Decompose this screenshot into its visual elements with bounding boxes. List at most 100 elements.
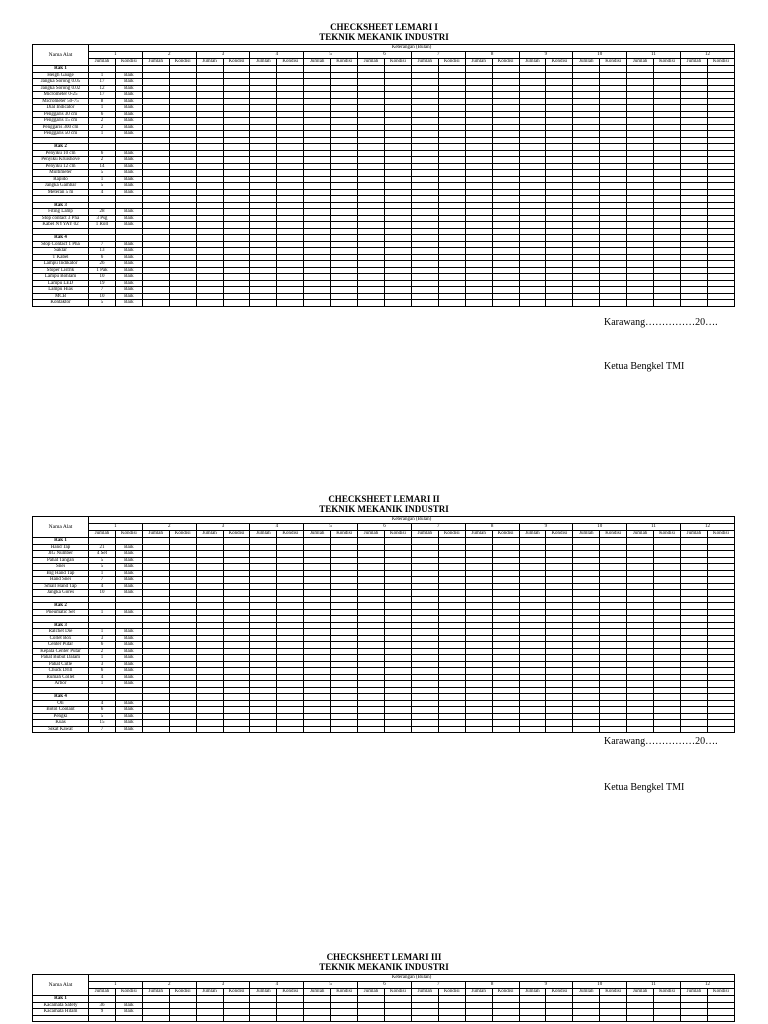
month-header: 10: [572, 51, 628, 59]
kondisi-header: Kondisi: [114, 530, 143, 538]
empty-cell: [706, 117, 736, 125]
item-row: JIG Number 4 Set Baik: [32, 550, 736, 558]
empty-cell: [706, 719, 736, 727]
rak-label-cell: Rak 4: [32, 693, 89, 701]
item-row: Jangka Sorong 0.02 12 Baik: [32, 84, 736, 92]
empty-cell: [706, 654, 736, 662]
item-name-cell: Jangka Sorong 0.02: [32, 84, 89, 92]
item-row: Meteran 5 m 4 Baik: [32, 188, 736, 196]
empty-cell: [706, 71, 736, 79]
keterangan-bulan-header: Keterangan (Bulan): [88, 44, 735, 52]
kondisi-header: Kondisi: [706, 988, 736, 996]
rak-header-row: Rak 3: [32, 621, 736, 629]
item-name-cell: Pengki: [32, 712, 89, 720]
kondisi-header: Kondisi: [383, 988, 412, 996]
kondisi-header: Kondisi: [114, 58, 143, 66]
item-row: Arbor 1 Baik: [32, 680, 736, 688]
jumlah-header: Jumlah: [303, 988, 332, 996]
empty-cell: [195, 299, 224, 307]
jumlah-header: Jumlah: [249, 988, 278, 996]
kondisi-header: Kondisi: [383, 58, 412, 66]
empty-cell: [706, 995, 736, 1003]
item-row: Pahat Bubut Dalam 1 Baik: [32, 654, 736, 662]
empty-cell: [141, 1014, 170, 1022]
item-name-cell: Chuck Drill: [32, 667, 89, 675]
empty-cell: [545, 725, 574, 733]
kondisi-header: Kondisi: [276, 58, 305, 66]
month-header: 3: [195, 523, 251, 531]
month-header: 4: [249, 523, 305, 531]
kondisi-value-cell: [114, 1014, 143, 1022]
item-row: Pneumatic Set 1 Baik: [32, 608, 736, 616]
item-name-cell: Penggaris 15 cm: [32, 117, 89, 125]
item-row: Stop Contact 1 Pha 7 Baik: [32, 240, 736, 248]
empty-cell: [706, 84, 736, 92]
month-header: 12: [679, 51, 736, 59]
month-header: 3: [195, 51, 251, 59]
jumlah-header: Jumlah: [88, 58, 116, 66]
item-row: Dial Indicator 1 Baik: [32, 104, 736, 112]
kondisi-header: Kondisi: [545, 58, 574, 66]
item-name-cell: Sikat Kawat: [32, 725, 89, 733]
month-header: 7: [410, 981, 466, 989]
item-name-cell: Pahat Tangan: [32, 556, 89, 564]
item-name-cell: Dial Indicator: [32, 104, 89, 112]
month-header: 11: [626, 523, 681, 531]
empty-cell: [626, 725, 655, 733]
empty-cell: [518, 1014, 547, 1022]
sheet3-title-line1: CHECKSHEET LEMARI III: [326, 952, 442, 962]
signature2-place: Karawang……………20….: [604, 736, 718, 747]
empty-cell: [626, 299, 655, 307]
empty-cell: [249, 299, 278, 307]
month-header: 4: [249, 51, 305, 59]
item-row: Chuck Drill 6 Baik: [32, 667, 736, 675]
jumlah-header: Jumlah: [195, 530, 224, 538]
item-row: Jangka Sorong 0.05 17 Baik: [32, 78, 736, 86]
item-row: Penggaris 30 cm 6 Baik: [32, 110, 736, 118]
item-row: Big Hand Tap 1 Baik: [32, 569, 736, 577]
jumlah-header: Jumlah: [303, 58, 332, 66]
kondisi-value-cell: Baik: [114, 299, 143, 307]
rak-label-cell: Rak 1: [32, 537, 89, 545]
jumlah-value-cell: 5: [88, 299, 116, 307]
jumlah-header: Jumlah: [464, 530, 493, 538]
jumlah-header: Jumlah: [679, 988, 708, 996]
kondisi-header: Kondisi: [653, 58, 681, 66]
item-row: Lampu Indikator 26 Baik: [32, 260, 736, 268]
empty-cell: [706, 104, 736, 112]
jumlah-header: Jumlah: [195, 58, 224, 66]
empty-cell: [706, 641, 736, 649]
jumlah-header: Jumlah: [249, 58, 278, 66]
jumlah-header: Jumlah: [464, 58, 493, 66]
item-row: Penggaris 15 cm 2 Baik: [32, 117, 736, 125]
empty-cell: [626, 1014, 655, 1022]
sheet3-table-wrap: Nama Alat Keterangan (Bulan) 1 2 3 4 5 6 7 8 9 10 11…: [32, 974, 768, 1022]
empty-cell: [572, 1014, 601, 1022]
empty-name-cell: [32, 595, 89, 603]
empty-cell: [706, 602, 736, 610]
jumlah-header: Jumlah: [141, 530, 170, 538]
item-name-cell: Hand Snei: [32, 576, 89, 584]
item-row: Pahat Tangan 5 Baik: [32, 556, 736, 564]
nama-alat-header: Nama Alat: [32, 974, 89, 996]
empty-cell: [706, 673, 736, 681]
empty-cell: [706, 1014, 736, 1022]
month-header: 9: [518, 51, 574, 59]
empty-cell: [437, 1014, 466, 1022]
empty-cell: [545, 299, 574, 307]
empty-cell: [383, 299, 412, 307]
jumlah-header: Jumlah: [410, 58, 439, 66]
item-name-cell: Kacamata Hitam: [32, 1008, 89, 1016]
empty-cell: [195, 1014, 224, 1022]
empty-cell: [653, 725, 681, 733]
item-row: Kabel NYYAY 02 1 Roll Baik: [32, 221, 736, 229]
empty-cell: [706, 97, 736, 105]
keterangan-bulan-header: Keterangan (Bulan): [88, 974, 735, 982]
month-header: 11: [626, 51, 681, 59]
jumlah-header: Jumlah: [249, 530, 278, 538]
empty-cell: [168, 725, 197, 733]
item-name-cell: Center Putar: [32, 641, 89, 649]
rak-label-cell: Rak 1: [32, 65, 89, 73]
item-row: Ratchet Die 1 Baik: [32, 628, 736, 636]
month-header: 8: [464, 51, 520, 59]
